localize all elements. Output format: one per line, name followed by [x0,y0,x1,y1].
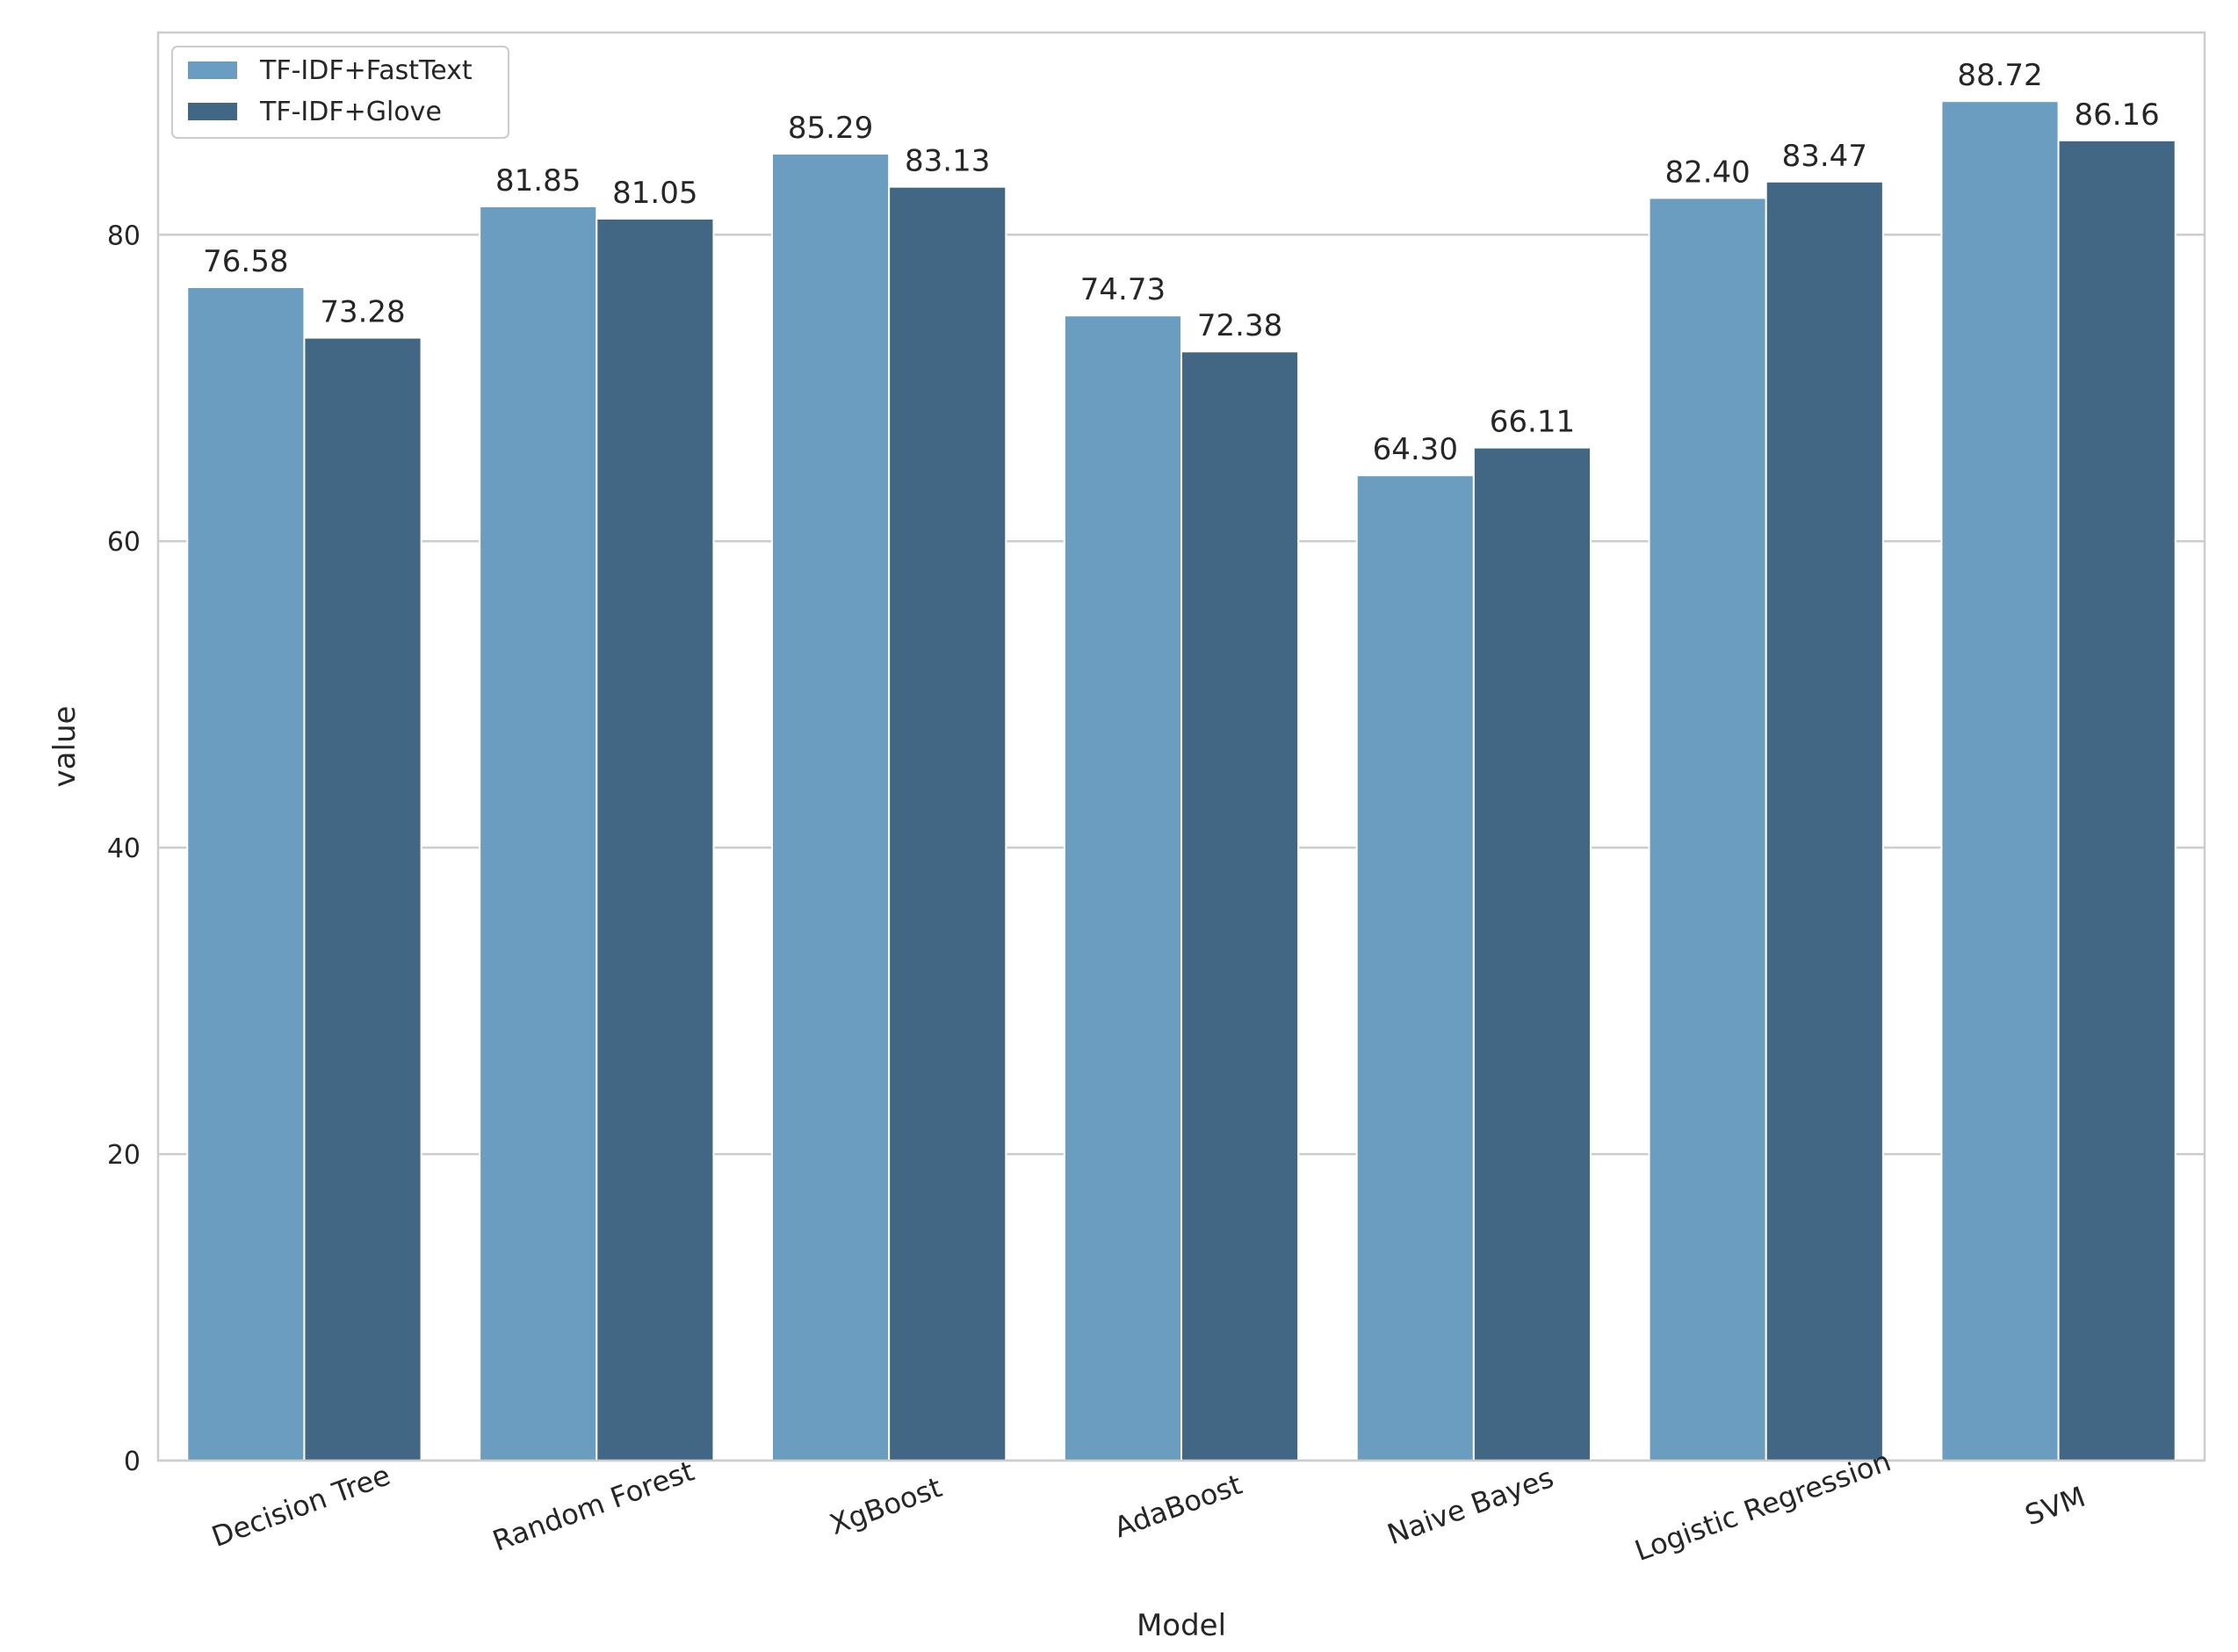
data-label: 72.38 [1197,308,1282,343]
bar-logistic-regression-tf-idf-fasttext [1648,197,1767,1461]
legend-swatch-fasttext [188,61,237,79]
bar-svm-tf-idf-glove [2057,139,2177,1462]
data-label: 66.11 [1490,405,1575,440]
bar-naive-bayes-tf-idf-glove [1472,446,1592,1461]
y-tick-label: 20 [107,1140,141,1171]
data-label: 82.40 [1664,155,1750,190]
legend: TF-IDF+FastText TF-IDF+Glove [171,46,509,139]
x-tick-label: Decision Tree [207,1458,394,1554]
data-label: 83.47 [1782,139,1867,174]
data-label: 88.72 [1957,58,2042,93]
x-tick-label: Logistic Regression [1630,1444,1895,1568]
bar-decision-tree-tf-idf-glove [303,336,422,1461]
data-label: 85.29 [788,111,873,146]
bar-random-forest-tf-idf-glove [596,217,715,1462]
y-tick-label: 40 [107,833,141,864]
y-tick-label: 0 [124,1446,141,1477]
y-axis-label: value [47,706,83,788]
x-tick-label: SVM [2021,1480,2090,1533]
y-tick-label: 60 [107,527,141,558]
bar-decision-tree-tf-idf-fasttext [186,285,306,1461]
data-label: 81.85 [495,163,581,198]
x-tick-label: XgBoost [826,1470,947,1541]
x-tick-label: Random Forest [488,1454,698,1558]
data-label: 64.30 [1373,432,1458,467]
x-tick-label: AdaBoost [1110,1468,1246,1545]
data-label: 83.13 [905,144,990,179]
x-tick-label: Naive Bayes [1383,1461,1558,1551]
legend-label-fasttext: TF-IDF+FastText [259,55,473,86]
x-axis-label: Model [1137,1608,1226,1643]
bar-naive-bayes-tf-idf-fasttext [1355,474,1475,1461]
data-label: 73.28 [320,295,405,330]
bars [186,100,2177,1462]
plot-frame [156,31,2206,1462]
data-label: 86.16 [2074,97,2159,133]
bar-adaboost-tf-idf-fasttext [1063,314,1183,1461]
data-label: 76.58 [203,244,288,279]
bar-xgboost-tf-idf-fasttext [771,153,891,1462]
bar-adaboost-tf-idf-glove [1180,350,1300,1461]
legend-swatch-glove [188,103,237,120]
data-label: 74.73 [1080,272,1166,307]
y-tick-label: 80 [107,220,141,251]
bar-svm-tf-idf-fasttext [1940,100,2060,1461]
legend-label-glove: TF-IDF+Glove [259,97,442,127]
y-axis-ticks: 0 20 40 60 80 [107,220,141,1477]
x-axis-ticks: Decision Tree Random Forest XgBoost AdaBoos… [207,1444,2090,1568]
data-labels: 76.58 81.85 85.29 74.73 64.30 82.40 88.72 73.28… [203,58,2160,467]
bar-xgboost-tf-idf-glove [888,185,1007,1461]
data-label: 81.05 [612,176,697,211]
bar-random-forest-tf-idf-fasttext [479,206,598,1461]
bar-logistic-regression-tf-idf-glove [1765,180,1884,1461]
legend-frame [171,46,509,139]
